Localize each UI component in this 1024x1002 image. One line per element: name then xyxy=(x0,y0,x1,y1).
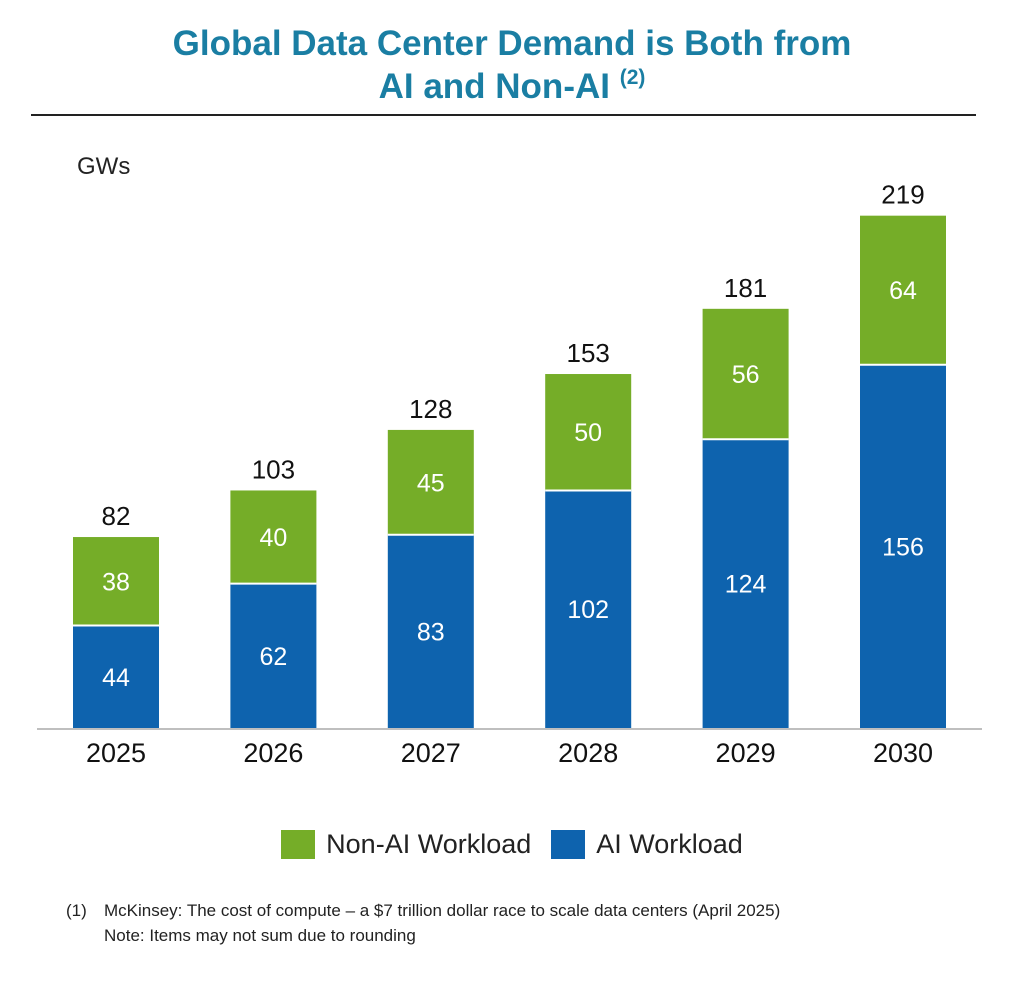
bar-ai-2030 xyxy=(860,364,946,728)
data-label-ai-2027: 83 xyxy=(417,618,445,646)
data-label-ai-2028: 102 xyxy=(567,596,609,624)
footnote-source: (1) McKinsey: The cost of compute – a $7… xyxy=(66,898,780,923)
data-label-total-2030: 219 xyxy=(881,180,924,210)
x-tick-label-2028: 2028 xyxy=(558,738,618,768)
footnotes: (1) McKinsey: The cost of compute – a $7… xyxy=(66,898,780,948)
chart-title-line2-text: AI and Non-AI xyxy=(378,67,610,106)
bar-ai-2029 xyxy=(702,439,789,728)
bar-ai-2026 xyxy=(230,583,317,728)
legend-swatch-non-ai xyxy=(281,830,316,859)
data-label-total-2027: 128 xyxy=(409,394,452,424)
data-label-total-2025: 82 xyxy=(102,501,131,531)
legend-label-ai: AI Workload xyxy=(596,829,743,859)
title-reference: (2) xyxy=(619,66,646,89)
x-tick-label-2030: 2030 xyxy=(873,738,933,768)
data-label-non-ai-2028: 50 xyxy=(574,419,602,447)
footnote-note: Note: Items may not sum due to rounding xyxy=(104,926,416,945)
footnote-number: (1) xyxy=(66,901,87,920)
legend: Non-AI Workload AI Workload xyxy=(0,829,1024,860)
data-label-non-ai-2030: 64 xyxy=(889,277,917,305)
data-label-non-ai-2029: 56 xyxy=(732,361,760,389)
x-tick-label-2026: 2026 xyxy=(243,738,303,768)
legend-item-non-ai: Non-AI Workload xyxy=(281,829,531,860)
data-label-non-ai-2027: 45 xyxy=(417,469,445,497)
bar-non-ai-2028 xyxy=(545,374,632,491)
x-tick-label-2027: 2027 xyxy=(401,738,461,768)
data-label-total-2026: 103 xyxy=(252,454,295,484)
data-label-ai-2030: 156 xyxy=(882,533,924,561)
chart-title-line1: Global Data Center Demand is Both from xyxy=(172,24,852,63)
bar-ai-2028 xyxy=(545,490,632,728)
legend-item-ai: AI Workload xyxy=(551,829,743,860)
footnote-source-text: McKinsey: The cost of compute – a $7 tri… xyxy=(104,901,781,920)
legend-label-non-ai: Non-AI Workload xyxy=(326,829,532,859)
data-label-ai-2029: 124 xyxy=(725,571,767,599)
chart-title: Global Data Center Demand is Both from A… xyxy=(0,22,1024,108)
data-label-ai-2026: 62 xyxy=(259,643,287,671)
bar-ai-2027 xyxy=(387,534,474,728)
bar-non-ai-2026 xyxy=(230,490,317,584)
x-tick-label-2029: 2029 xyxy=(716,738,776,768)
data-label-non-ai-2025: 38 xyxy=(102,568,130,596)
stacked-bar-chart: GWs 44 38 82 2025 62 40 103 2026 83 45 128 2027 102 50… xyxy=(37,153,982,768)
bar-non-ai-2030 xyxy=(860,215,946,365)
x-tick-label-2025: 2025 xyxy=(86,738,146,768)
data-label-non-ai-2026: 40 xyxy=(259,524,287,552)
data-label-total-2028: 153 xyxy=(567,338,610,368)
bar-non-ai-2029 xyxy=(702,308,789,440)
bar-ai-2025 xyxy=(73,625,159,728)
chart-title-line2: AI and Non-AI (2) xyxy=(0,65,1024,108)
bar-non-ai-2027 xyxy=(387,429,474,535)
data-label-ai-2025: 44 xyxy=(102,664,130,692)
bar-non-ai-2025 xyxy=(73,537,159,626)
data-label-total-2029: 181 xyxy=(724,273,767,303)
y-axis-unit-label: GWs xyxy=(77,153,130,180)
title-divider xyxy=(31,114,976,116)
legend-swatch-ai xyxy=(551,830,586,859)
